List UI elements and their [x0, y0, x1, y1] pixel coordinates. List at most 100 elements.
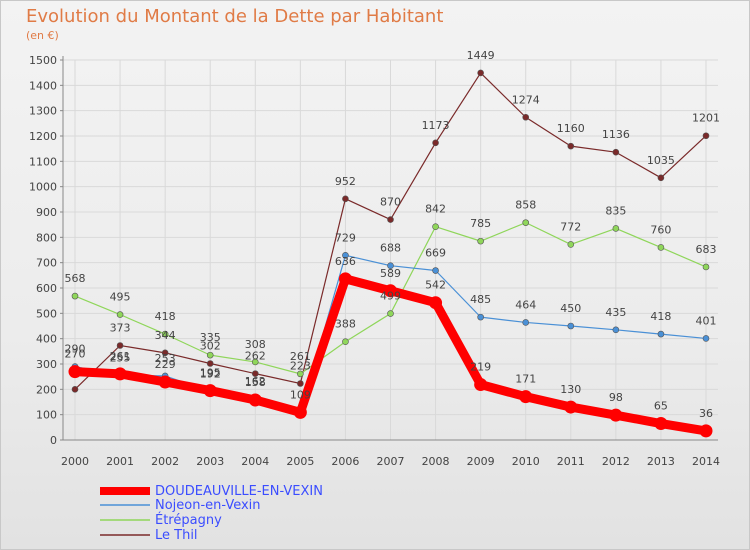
data-point-3: [657, 174, 665, 182]
data-point-1: [432, 267, 439, 274]
data-label: 1136: [602, 128, 630, 141]
data-label: 542: [425, 279, 446, 292]
data-point-2: [612, 225, 620, 232]
data-point-2: [657, 244, 665, 251]
data-label: 688: [380, 242, 401, 255]
data-label: 335: [200, 331, 221, 344]
data-point-3: [206, 360, 214, 367]
data-label: 669: [425, 247, 446, 260]
data-point-0: [158, 375, 172, 389]
data-point-3: [522, 113, 530, 121]
data-point-3: [612, 148, 620, 156]
x-tick-label: 2012: [602, 455, 630, 468]
data-label: 219: [470, 361, 491, 374]
data-label: 636: [335, 255, 356, 268]
x-tick-label: 2001: [106, 455, 134, 468]
y-tick-label: 0: [50, 434, 57, 447]
data-label: 388: [335, 318, 356, 331]
x-tick-label: 2003: [196, 455, 224, 468]
data-point-2: [432, 223, 439, 230]
data-label: 98: [609, 391, 623, 404]
data-point-0: [474, 378, 488, 392]
y-tick-label: 1300: [29, 105, 57, 118]
y-tick-label: 400: [36, 333, 57, 346]
y-tick-label: 800: [36, 231, 57, 244]
data-label: 760: [650, 223, 671, 236]
legend-label: DOUDEAUVILLE-EN-VEXIN: [155, 484, 323, 499]
data-label: 65: [654, 400, 668, 413]
data-point-3: [251, 370, 259, 377]
y-tick-label: 500: [36, 307, 57, 320]
data-label: 568: [65, 272, 86, 285]
data-point-2: [297, 370, 304, 378]
series-lines: [68, 69, 713, 438]
x-tick-label: 2005: [286, 455, 314, 468]
data-label: 1449: [467, 49, 495, 62]
y-tick-label: 200: [36, 383, 57, 396]
data-point-0: [293, 405, 307, 419]
data-label: 485: [470, 293, 491, 306]
data-label: 772: [560, 220, 581, 233]
data-label: 373: [110, 322, 131, 335]
x-tick-label: 2010: [512, 455, 540, 468]
data-point-3: [297, 380, 304, 387]
data-label: 464: [515, 298, 536, 311]
data-point-3: [702, 132, 710, 140]
x-tick-label: 2007: [377, 455, 405, 468]
data-label: 255: [110, 351, 131, 364]
data-label: 253: [155, 352, 176, 365]
x-tick-label: 2002: [151, 455, 179, 468]
y-tick-label: 300: [36, 358, 57, 371]
chart-subtitle: (en €): [26, 29, 59, 42]
data-label: 162: [245, 375, 266, 388]
data-label: 870: [380, 196, 401, 209]
data-point-2: [342, 338, 349, 346]
data-point-1: [702, 335, 710, 342]
data-label: 785: [470, 217, 491, 230]
y-tick-label: 1200: [29, 130, 57, 143]
data-label: 1160: [557, 122, 585, 135]
data-point-0: [564, 400, 578, 414]
data-point-1: [567, 322, 575, 330]
data-point-3: [71, 386, 79, 393]
data-label: 842: [425, 203, 446, 216]
data-label: 195: [200, 367, 221, 380]
x-tick-label: 2011: [557, 455, 585, 468]
chart-title: Evolution du Montant de la Dette par Hab…: [26, 6, 444, 27]
y-tick-label: 100: [36, 409, 57, 422]
data-point-2: [71, 292, 79, 300]
data-point-0: [113, 367, 127, 381]
x-tick-label: 2013: [647, 455, 675, 468]
data-point-2: [206, 351, 214, 359]
data-label: 109: [290, 388, 311, 401]
data-label: 418: [650, 310, 671, 323]
data-point-2: [251, 358, 259, 366]
data-labels: 373 344 302 262 223 952 870 1173 1449 1274 1160 113…: [65, 49, 721, 420]
data-label: 683: [696, 243, 717, 256]
data-label: 952: [335, 175, 356, 188]
data-label: 158: [245, 376, 266, 389]
axes: 0 100 200 300 400 500 600 700 800 900 1000 1100 1200…: [29, 54, 720, 468]
data-label: 729: [335, 231, 356, 244]
data-point-0: [203, 384, 217, 398]
data-point-3: [432, 139, 439, 147]
data-label: 130: [560, 383, 581, 396]
data-label: 229: [155, 358, 176, 371]
data-label: 302: [200, 339, 221, 352]
data-point-2: [567, 241, 575, 248]
data-label: 418: [155, 310, 176, 323]
data-point-0: [609, 408, 623, 422]
data-label: 1201: [692, 112, 720, 125]
data-point-0: [519, 390, 533, 404]
data-point-0: [338, 272, 352, 286]
data-label: 495: [110, 291, 131, 304]
y-tick-label: 1500: [29, 54, 57, 67]
data-label: 835: [605, 204, 626, 217]
data-point-1: [612, 326, 620, 334]
data-point-1: [657, 330, 665, 338]
x-tick-label: 2008: [422, 455, 450, 468]
data-label: 308: [245, 338, 266, 351]
data-label: 262: [245, 350, 266, 363]
y-tick-label: 1000: [29, 181, 57, 194]
